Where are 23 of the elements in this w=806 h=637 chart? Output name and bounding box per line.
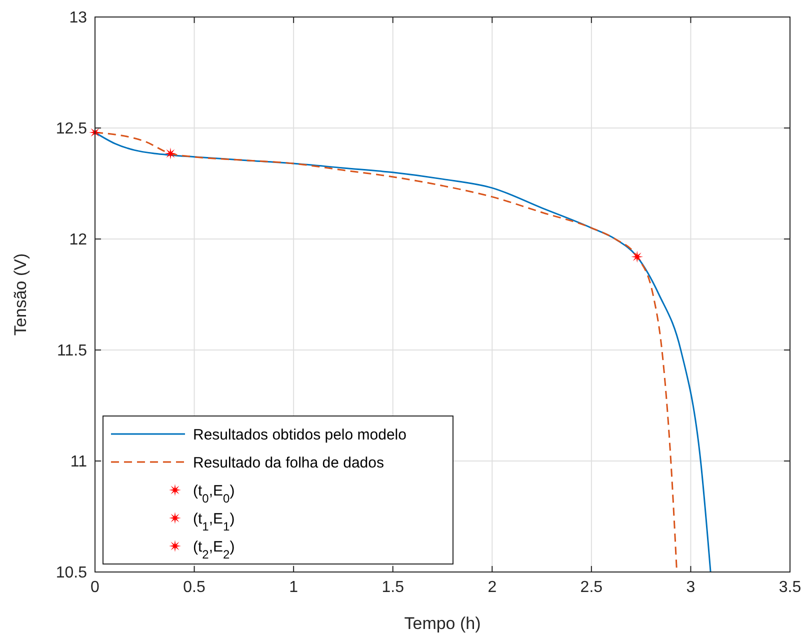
x-tick-label: 1.5 <box>382 579 404 596</box>
y-axis-title: Tensão (V) <box>11 253 30 336</box>
y-tick-label: 13 <box>69 10 88 27</box>
x-tick-label: 1 <box>289 579 298 596</box>
y-tick-label: 11.5 <box>57 342 88 360</box>
legend-label: Resultado da folha de dados <box>193 454 384 472</box>
y-tick-label: 12 <box>69 232 88 249</box>
point <box>631 250 644 263</box>
x-tick-label: 0.5 <box>183 579 206 596</box>
legend-label: (t$_{0}$,E$_{0}$) <box>193 482 235 506</box>
x-tick-label: 2.5 <box>580 579 603 596</box>
x-tick-label: 0 <box>90 579 100 596</box>
y-tick-label: 12.5 <box>56 120 88 138</box>
point <box>164 148 176 160</box>
y-tick-label: 10.5 <box>56 564 88 582</box>
legend-label: Resultados obtidos pelo modelo <box>193 426 406 444</box>
x-axis-title: Tempo (h) <box>404 614 481 633</box>
x-tick-label: 3 <box>686 579 696 596</box>
x-tick-label: 3.5 <box>778 579 802 596</box>
legend-label: (t$_{2}$,E$_{2}$) <box>193 538 235 562</box>
legend-label: (t$_{1}$,E$_{1}$) <box>193 510 235 534</box>
y-tick-label: 11 <box>70 454 88 471</box>
x-tick-label: 2 <box>488 579 497 596</box>
